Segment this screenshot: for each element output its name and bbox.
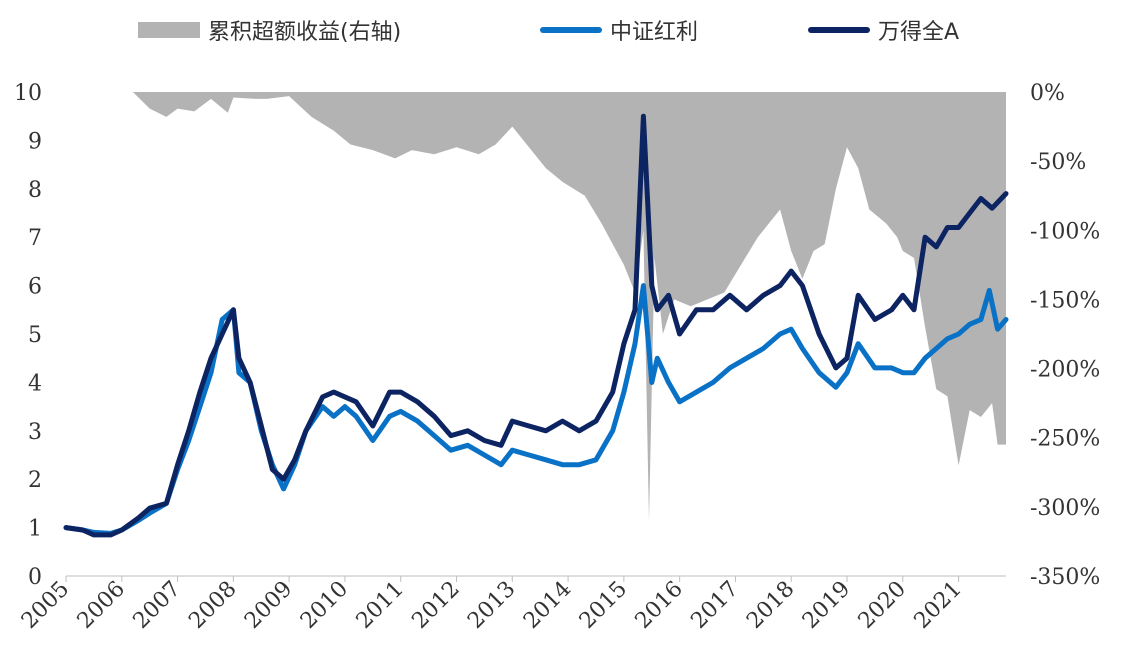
x-tick-label: 2020 xyxy=(854,577,911,634)
legend-label-wind-all-a: 万得全A xyxy=(878,20,960,45)
x-tick-label: 2011 xyxy=(352,577,409,634)
y-left-tick-label: 1 xyxy=(28,517,42,542)
legend-swatch-wind-line xyxy=(808,27,870,33)
y-right-tick-label: -100% xyxy=(1030,219,1100,244)
chart-legend: 累积超额收益(右轴) 中证红利 万得全A xyxy=(0,14,1122,54)
y-left-tick-label: 8 xyxy=(28,178,42,203)
x-tick-label: 2017 xyxy=(686,577,743,634)
legend-swatch-area xyxy=(138,22,200,38)
y-right-tick-label: -150% xyxy=(1030,288,1100,313)
wind-all-a-line xyxy=(63,113,1009,538)
y-left-tick-label: 6 xyxy=(28,275,42,300)
excess-return-area-layer xyxy=(66,92,1006,521)
y-left-tick-label: 2 xyxy=(28,468,42,493)
excess-return-area xyxy=(66,92,1006,521)
legend-label-excess-return: 累积超额收益(右轴) xyxy=(208,20,402,45)
y-right-tick-label: -250% xyxy=(1030,427,1100,452)
y-right-tick-label: 0% xyxy=(1030,81,1065,106)
y-left-tick-label: 10 xyxy=(14,81,42,106)
x-tick-label: 2013 xyxy=(463,577,520,634)
x-tick-label: 2009 xyxy=(240,577,297,634)
x-tick-label: 2015 xyxy=(575,577,632,634)
x-tick-label: 2021 xyxy=(910,577,967,634)
y-left-tick-label: 3 xyxy=(28,420,42,445)
x-tick-label: 2010 xyxy=(296,577,353,634)
y-right-tick-label: -350% xyxy=(1030,565,1100,590)
legend-item-excess-return: 累积超额收益(右轴) xyxy=(138,14,401,46)
y-left-tick-label: 0 xyxy=(28,565,42,590)
index-lines-layer xyxy=(63,113,1009,538)
x-tick-label: 2007 xyxy=(129,577,186,634)
x-tick-label: 2006 xyxy=(73,577,130,634)
dividend-index-line xyxy=(63,283,1009,536)
y-right-tick-label: -50% xyxy=(1030,150,1086,175)
y-left-tick-label: 7 xyxy=(28,226,42,251)
y-right-tick-label: -200% xyxy=(1030,358,1100,383)
x-tick-label: 2016 xyxy=(631,577,688,634)
x-tick-label: 2018 xyxy=(742,577,799,634)
y-left-tick-label: 9 xyxy=(28,129,42,154)
legend-swatch-dividend-line xyxy=(540,27,602,33)
legend-item-dividend-index: 中证红利 xyxy=(540,14,698,46)
y-left-tick-label: 5 xyxy=(28,323,42,348)
x-tick-label: 2008 xyxy=(184,577,241,634)
x-tick-label: 2014 xyxy=(519,577,576,634)
legend-item-wind-all-a: 万得全A xyxy=(808,14,959,46)
y-right-tick-label: -300% xyxy=(1030,496,1100,521)
legend-label-dividend-index: 中证红利 xyxy=(610,20,699,45)
x-tick-label: 2019 xyxy=(798,577,855,634)
x-tick-label: 2005 xyxy=(17,577,74,634)
x-tick-label: 2012 xyxy=(407,577,464,634)
y-left-tick-label: 4 xyxy=(28,371,42,396)
